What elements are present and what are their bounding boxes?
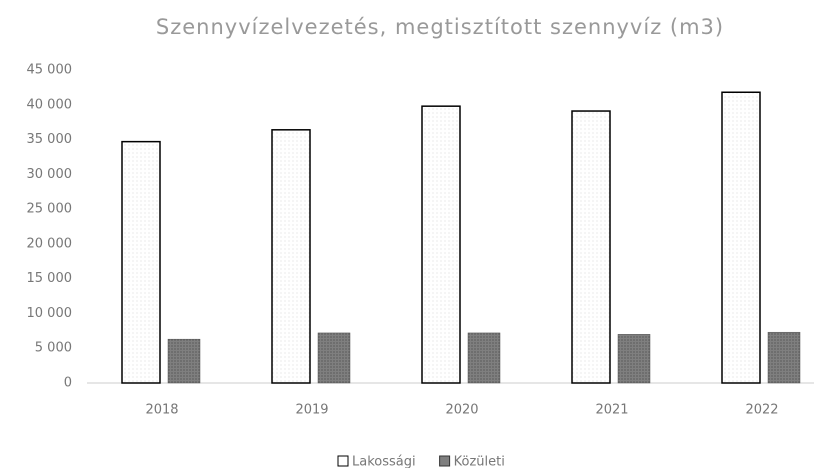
y-tick-label: 5 000 <box>35 341 72 356</box>
y-tick-label: 0 <box>64 376 72 391</box>
bar <box>571 110 611 384</box>
y-tick-label: 30 000 <box>27 167 73 182</box>
x-tick-label: 2022 <box>745 403 778 418</box>
x-tick-label: 2018 <box>145 403 178 418</box>
bar <box>317 332 351 384</box>
legend-swatch <box>337 455 349 467</box>
y-tick-label: 10 000 <box>27 306 73 321</box>
y-tick-label: 25 000 <box>27 202 73 217</box>
bar <box>767 331 801 384</box>
legend-label: Közületi <box>454 455 505 468</box>
y-tick-label: 40 000 <box>27 97 73 112</box>
bar <box>421 105 461 384</box>
bar <box>721 91 761 384</box>
y-tick-label: 35 000 <box>27 132 73 147</box>
y-tick-label: 45 000 <box>27 63 73 78</box>
y-tick-label: 15 000 <box>27 271 73 286</box>
bar <box>467 332 501 384</box>
y-tick-label: 20 000 <box>27 236 73 251</box>
legend-swatch <box>439 455 451 467</box>
x-tick-label: 2019 <box>295 403 328 418</box>
bar <box>617 334 651 384</box>
legend-label: Lakossági <box>352 455 416 468</box>
chart-title: Szennyvízelvezetés, megtisztított szenny… <box>156 15 724 39</box>
bar <box>271 129 311 384</box>
x-tick-label: 2021 <box>595 403 628 418</box>
bar <box>167 338 201 384</box>
bar <box>121 140 161 384</box>
x-tick-label: 2020 <box>445 403 478 418</box>
